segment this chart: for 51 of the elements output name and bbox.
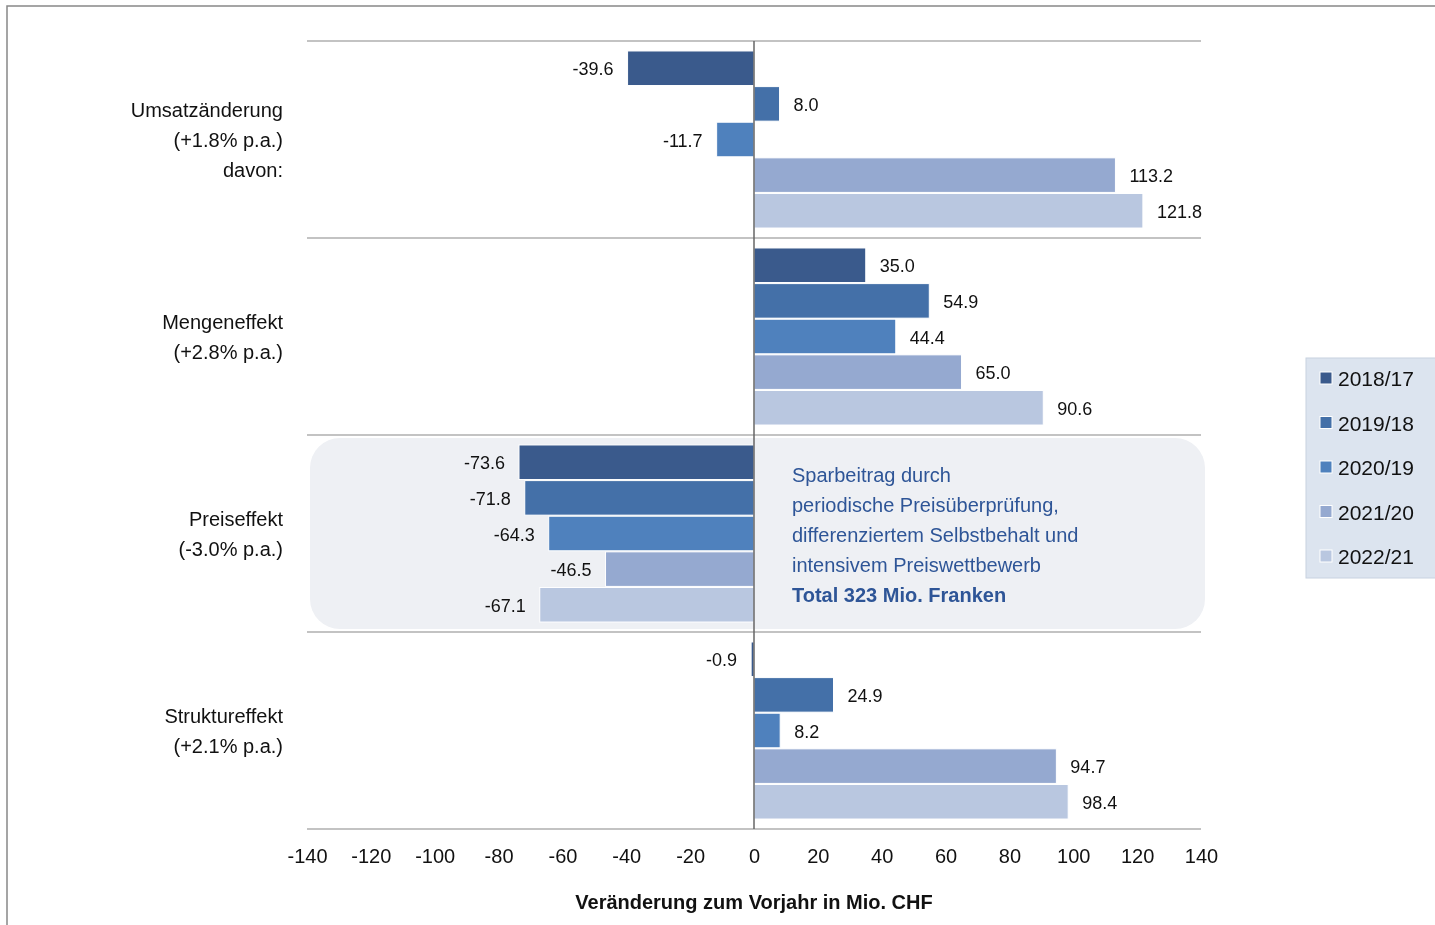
bar [627,50,755,87]
x-tick-label: -140 [287,845,328,868]
x-tick-label: -100 [415,845,456,868]
bar [716,121,755,158]
y-tick-label: Preiseffekt (-3.0% p.a.) [178,507,284,560]
x-tick-label: -60 [548,845,578,868]
data-label: -64.3 [493,524,535,545]
data-label: -67.1 [484,595,526,616]
data-label: -46.5 [550,560,592,581]
x-tick-label: 120 [1120,845,1155,868]
y-tick-label: Mengeneffekt (+2.8% p.a.) [162,310,284,363]
x-tick-label: -20 [676,845,706,868]
x-tick-label: 100 [1057,845,1091,868]
data-label: -0.9 [706,650,738,671]
annotation: Sparbeitrag durch periodische Preisüberprüfung, differenziertem Selbstbehalt und intensivem Preiswettbewerb [792,464,1079,576]
legend-label: 2019/18 [1338,411,1414,435]
x-tick-label: 140 [1184,845,1219,868]
data-label: -39.6 [572,59,614,80]
data-label: 24.9 [847,685,883,706]
y-tick-label: Struktureffekt (+2.1% p.a.) [164,704,284,757]
text: davon: [222,158,283,181]
bar [753,86,781,122]
data-label: 35.0 [879,256,915,277]
data-label: 98.4 [1082,792,1118,813]
x-tick-label: 40 [871,845,894,868]
x-tick-label: 60 [934,845,958,868]
data-label: 121.8 [1156,201,1202,222]
x-tick-label: 80 [998,845,1022,868]
x-tick-label: 0 [748,845,761,868]
x-tick-label: 20 [807,845,830,868]
annotation: Total 323 Mio. Franken [792,584,1007,606]
x-axis-title: Veränderung zum Vorjahr in Mio. CHF [575,891,933,913]
data-label: 8.0 [793,94,819,115]
data-label: 54.9 [943,291,979,312]
legend-label: 2021/20 [1338,500,1414,524]
data-label: 90.6 [1057,398,1093,419]
legend-label: 2018/17 [1338,367,1414,390]
x-tick-label: -40 [612,845,642,868]
x-tick-label: -80 [484,845,514,868]
data-label: 113.2 [1129,166,1174,187]
data-label: 94.7 [1070,757,1106,778]
data-label: 65.0 [975,363,1011,384]
data-label: -73.6 [463,453,506,474]
data-label: 44.4 [909,327,945,348]
legend-label: 2020/19 [1338,456,1414,479]
data-label: 8.2 [794,721,820,742]
legend-label: 2022/21 [1338,545,1414,568]
x-tick-label: -120 [351,845,392,868]
data-label: -11.7 [662,130,703,151]
y-tick-label: Umsatzänderung (+1.8% p.a.) [130,98,283,151]
data-label: -71.8 [469,488,511,509]
